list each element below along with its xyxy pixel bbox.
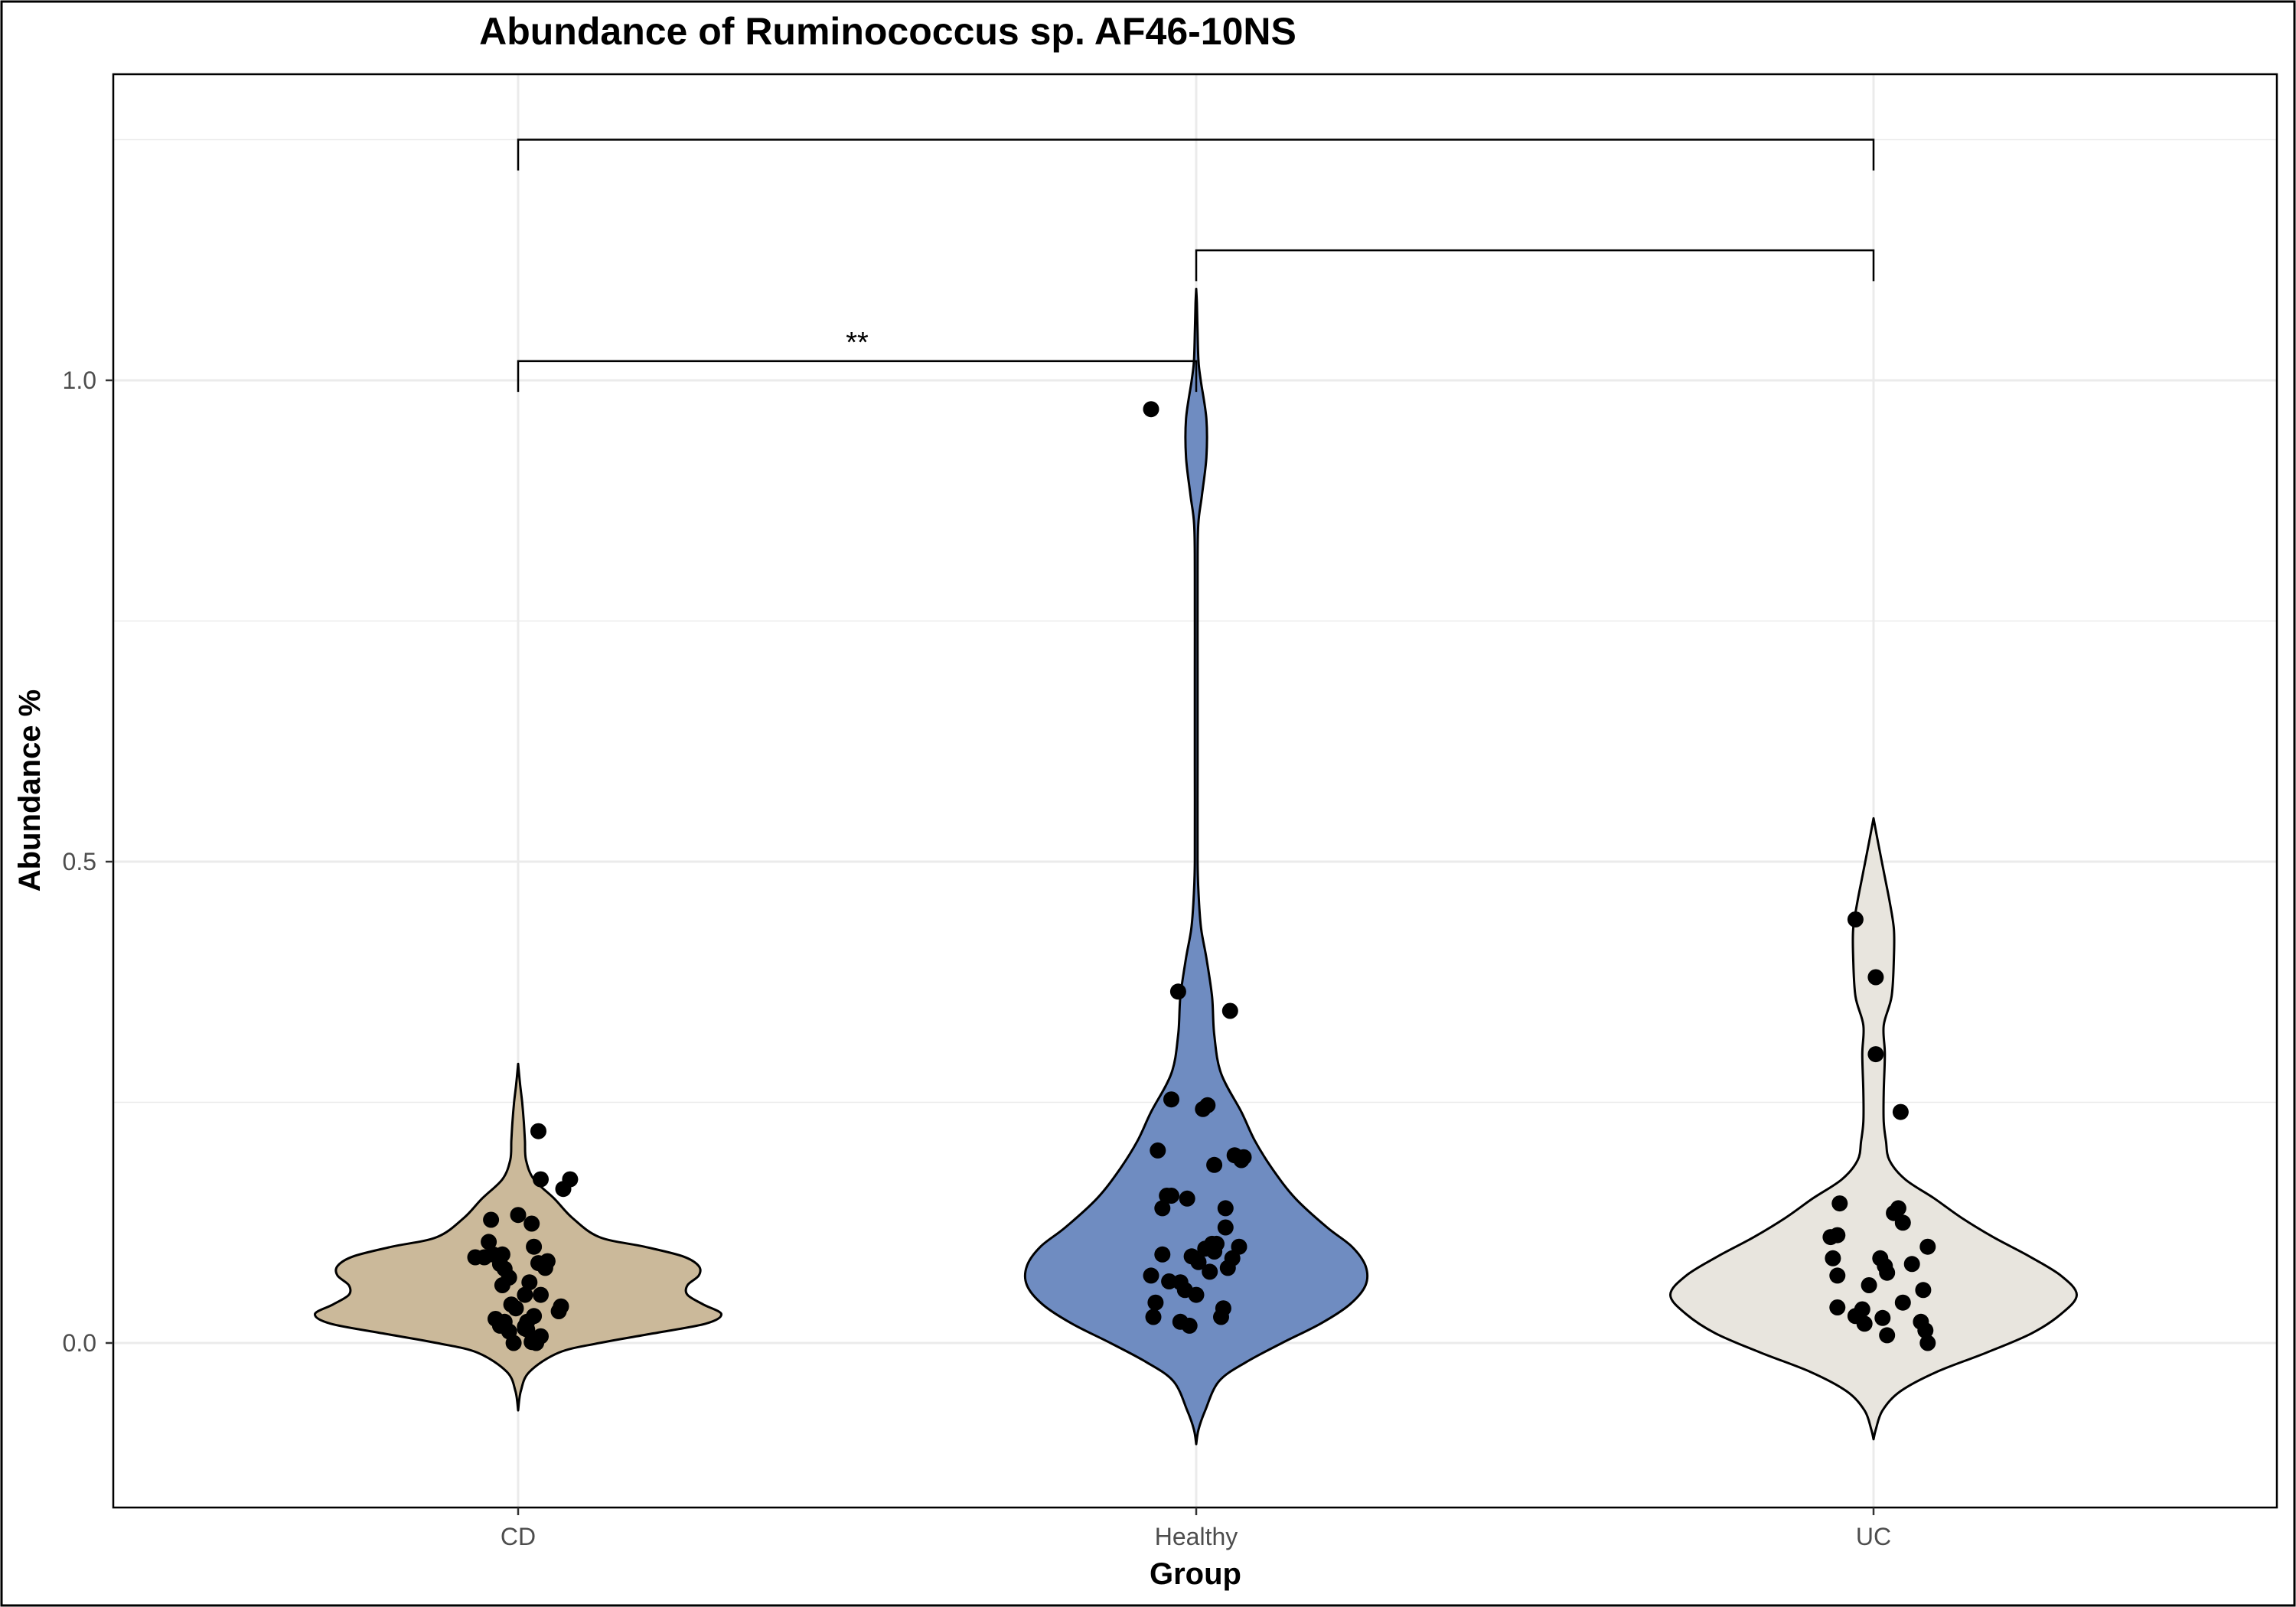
- data-point-cd-35: [510, 1207, 527, 1224]
- data-point-healthy-24: [1206, 1156, 1223, 1173]
- data-point-uc-27: [1919, 1335, 1936, 1351]
- data-point-uc-10: [1861, 1277, 1877, 1293]
- data-point-uc-8: [1854, 1301, 1870, 1318]
- x-tick-label-uc: UC: [1856, 1523, 1891, 1550]
- x-tick-label-cd: CD: [501, 1523, 536, 1550]
- data-point-cd-21: [507, 1300, 524, 1317]
- data-point-uc-3: [1829, 1227, 1846, 1244]
- data-point-healthy-0: [1143, 401, 1159, 418]
- data-point-healthy-6: [1154, 1246, 1171, 1263]
- data-point-healthy-4: [1154, 1200, 1171, 1217]
- data-point-cd-17: [533, 1171, 549, 1188]
- data-point-cd-19: [562, 1171, 579, 1188]
- data-point-cd-16: [530, 1123, 546, 1139]
- data-point-uc-2: [1829, 1299, 1846, 1315]
- data-point-healthy-29: [1217, 1219, 1234, 1236]
- data-point-cd-12: [501, 1270, 517, 1286]
- data-point-cd-39: [533, 1328, 549, 1345]
- data-point-healthy-26: [1208, 1235, 1225, 1252]
- data-point-cd-22: [521, 1274, 538, 1291]
- data-point-healthy-15: [1181, 1317, 1198, 1334]
- data-point-uc-1: [1825, 1250, 1841, 1266]
- data-point-uc-25: [1915, 1282, 1932, 1299]
- data-point-cd-2: [481, 1234, 497, 1250]
- data-point-healthy-1: [1143, 1267, 1159, 1284]
- data-point-cd-32: [539, 1253, 556, 1270]
- comparison-bracket-1: [1195, 249, 1875, 282]
- panel-border: [112, 73, 2278, 1509]
- data-point-uc-13: [1867, 969, 1884, 986]
- data-point-uc-26: [1917, 1322, 1934, 1339]
- y-tick-label-0: 0.0: [63, 1329, 96, 1357]
- data-point-healthy-21: [1199, 1097, 1216, 1113]
- data-point-cd-34: [553, 1298, 569, 1315]
- comparison-bracket-0: [517, 360, 1198, 393]
- chart-title: Abundance of Ruminococcus sp. AF46-10NS: [479, 10, 1296, 53]
- data-point-uc-11: [1874, 1309, 1891, 1326]
- data-point-cd-9: [494, 1246, 510, 1263]
- data-point-uc-22: [1894, 1294, 1911, 1311]
- point-layer: [467, 401, 1936, 1351]
- data-point-uc-12: [1867, 1046, 1884, 1063]
- significance-label-0: **: [846, 327, 869, 359]
- data-point-uc-9: [1856, 1315, 1873, 1332]
- data-point-cd-37: [519, 1313, 536, 1330]
- data-point-cd-13: [517, 1286, 533, 1303]
- data-point-uc-6: [1847, 911, 1864, 927]
- violin-cd: [314, 1062, 722, 1412]
- data-point-healthy-5: [1150, 1142, 1166, 1159]
- data-point-healthy-2: [1145, 1309, 1162, 1325]
- comparison-bracket-2: [517, 139, 1875, 171]
- data-point-uc-5: [1831, 1195, 1848, 1212]
- axis-layer: 0.0 0.5 1.0 CD Healthy UC: [63, 367, 1892, 1550]
- data-point-uc-20: [1892, 1103, 1909, 1120]
- data-point-healthy-17: [1188, 1286, 1205, 1303]
- data-point-healthy-38: [1163, 1188, 1179, 1204]
- data-point-healthy-18: [1190, 1253, 1207, 1270]
- data-point-uc-4: [1829, 1267, 1846, 1284]
- violin-healthy: [1023, 288, 1369, 1446]
- data-point-healthy-37: [1235, 1149, 1252, 1165]
- data-point-cd-3: [483, 1211, 500, 1228]
- data-point-cd-26: [501, 1323, 517, 1340]
- data-point-healthy-35: [1231, 1238, 1247, 1255]
- bracket-layer: **: [517, 139, 1875, 393]
- y-axis-title: Abundance %: [13, 689, 47, 892]
- y-tick-label-1: 0.5: [63, 848, 96, 875]
- data-point-cd-23: [526, 1238, 543, 1255]
- data-point-uc-19: [1890, 1200, 1906, 1217]
- x-tick-label-healthy: Healthy: [1155, 1523, 1238, 1550]
- data-point-uc-17: [1879, 1327, 1896, 1344]
- data-point-healthy-3: [1147, 1294, 1164, 1311]
- data-point-healthy-30: [1217, 1200, 1234, 1217]
- data-point-healthy-28: [1215, 1300, 1231, 1317]
- y-tick-label-2: 1.0: [63, 367, 96, 394]
- data-point-healthy-14: [1179, 1190, 1195, 1207]
- data-point-cd-30: [533, 1286, 549, 1303]
- violin-uc: [1669, 817, 2078, 1441]
- data-point-healthy-32: [1221, 1002, 1238, 1019]
- data-point-uc-16: [1879, 1264, 1896, 1281]
- data-point-cd-15: [523, 1215, 540, 1232]
- data-point-healthy-10: [1169, 983, 1186, 1000]
- data-point-uc-23: [1903, 1256, 1920, 1273]
- data-point-uc-21: [1894, 1214, 1911, 1231]
- violin-layer: [314, 288, 2078, 1446]
- x-axis-title: Group: [1150, 1557, 1241, 1591]
- data-point-uc-28: [1919, 1238, 1936, 1255]
- data-point-healthy-22: [1202, 1263, 1218, 1280]
- data-point-healthy-9: [1163, 1091, 1179, 1108]
